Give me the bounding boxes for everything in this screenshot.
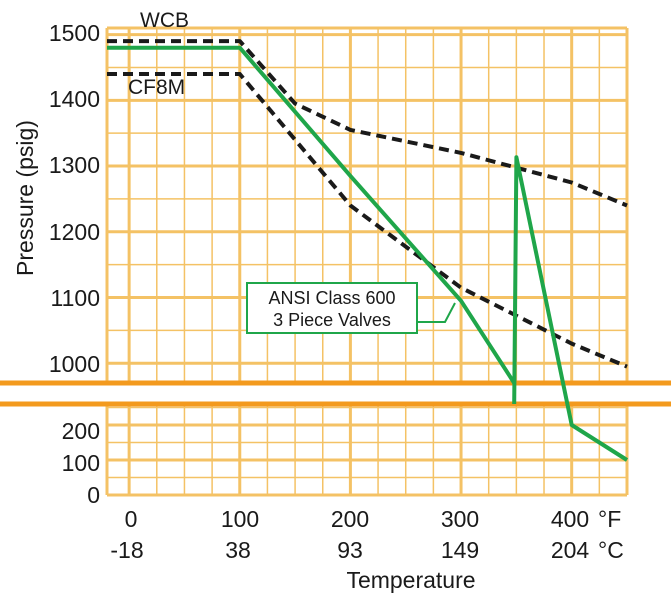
y-tick-label: 1300 — [49, 152, 100, 178]
y-axis-title: Pressure (psig) — [12, 120, 38, 276]
y-tick-label: 1100 — [51, 285, 100, 311]
x-tick-label: 0 — [125, 506, 138, 532]
x-axis-title: Temperature — [346, 567, 475, 593]
x-ticks-celsius: -18 38 93 149 204 °C — [110, 537, 623, 563]
x-tick-label: 149 — [441, 537, 479, 563]
y-tick-label: 0 — [87, 482, 100, 508]
annotation-box: ANSI Class 600 3 Piece Valves — [246, 282, 456, 334]
x-tick-label: 93 — [337, 537, 363, 563]
series-line-cf8m — [107, 72, 628, 369]
x-tick-label: -18 — [110, 537, 143, 563]
annotation-line-2: 3 Piece Valves — [273, 310, 391, 330]
annotation-leader — [417, 302, 456, 323]
y-tick-label: 1200 — [49, 219, 100, 245]
grid — [105, 26, 629, 497]
y-tick-label: 100 — [62, 450, 100, 476]
series-line-ansi-class-600 — [512, 155, 629, 462]
axis-break — [0, 380, 671, 407]
y-tick-label: 1500 — [49, 20, 100, 46]
series-line-wcb — [107, 39, 628, 208]
x-unit-celsius: °C — [598, 537, 624, 563]
x-tick-label: 400 — [551, 506, 589, 532]
y-tick-label: 1000 — [49, 351, 100, 377]
y-tick-label: 1400 — [49, 86, 100, 112]
series-lines — [107, 39, 629, 462]
x-tick-label: 204 — [551, 537, 590, 563]
x-tick-label: 100 — [221, 506, 259, 532]
y-tick-label: 200 — [62, 418, 100, 444]
series-line-ansi-class-600 — [107, 45, 516, 385]
y-ticks-lower: 0 100 200 — [62, 418, 100, 508]
wcb-label: WCB — [140, 9, 189, 32]
x-unit-fahrenheit: °F — [598, 506, 621, 532]
x-tick-label: 300 — [441, 506, 479, 532]
x-tick-label: 38 — [225, 537, 251, 563]
x-tick-label: 200 — [331, 506, 369, 532]
annotation-line-1: ANSI Class 600 — [268, 288, 395, 308]
annotation-frame — [246, 282, 418, 334]
axis-break-gap — [0, 383, 671, 404]
y-ticks-upper: 1000 1100 1200 1300 1400 1500 — [49, 20, 100, 377]
x-ticks-fahrenheit: 0 100 200 300 400 °F — [125, 506, 622, 532]
cf8m-label: CF8M — [128, 76, 185, 99]
